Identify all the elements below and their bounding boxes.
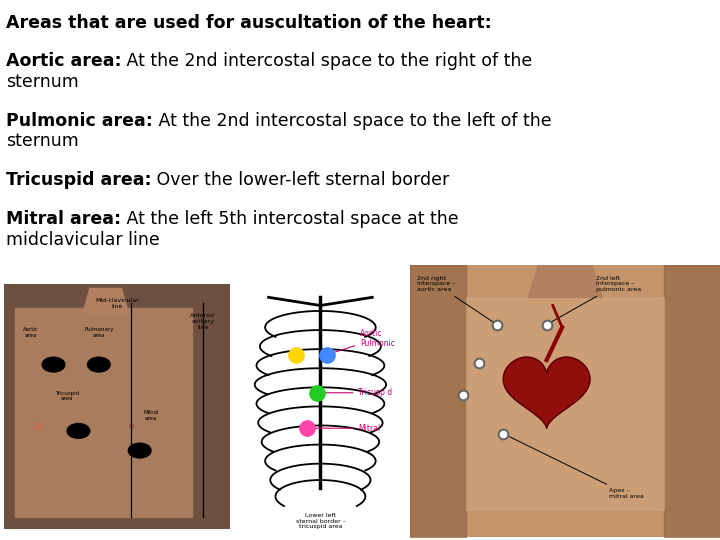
Text: midclavicular line: midclavicular line [6, 231, 160, 248]
Text: At the left 5th intercostal space at the: At the left 5th intercostal space at the [121, 210, 459, 228]
Text: Pulmonary
area: Pulmonary area [84, 327, 114, 338]
Text: 2nd right
interspace –
aortic area: 2nd right interspace – aortic area [417, 275, 495, 323]
Polygon shape [528, 259, 603, 298]
Text: Tricuspid
area: Tricuspid area [55, 390, 79, 401]
Polygon shape [503, 357, 590, 428]
Text: Tricusp d: Tricusp d [320, 388, 392, 397]
Ellipse shape [88, 357, 110, 372]
Text: Areas that are used for auscultation of the heart:: Areas that are used for auscultation of … [6, 14, 492, 31]
Polygon shape [83, 288, 128, 313]
Text: sternum: sternum [6, 73, 78, 91]
Text: Lower left
sternal border –
tricuspid area: Lower left sternal border – tricuspid ar… [295, 513, 346, 529]
Text: Mid-clavicular
line: Mid-clavicular line [95, 298, 139, 309]
Ellipse shape [42, 357, 65, 372]
Text: 2nd left
interspace –
pulmonic area: 2nd left interspace – pulmonic area [549, 275, 642, 323]
Text: Mitral
area: Mitral area [143, 410, 159, 421]
Text: Mitral area:: Mitral area: [6, 210, 121, 228]
Bar [15, 308, 192, 517]
Text: At the 2nd intercostal space to the left of the: At the 2nd intercostal space to the left… [153, 112, 552, 130]
Text: Aortic
Pulmonic: Aortic Pulmonic [330, 328, 395, 354]
Text: Mitral: Mitral [310, 424, 381, 433]
Text: Over the lower-left sternal border: Over the lower-left sternal border [151, 171, 449, 189]
Text: Pulmonic area:: Pulmonic area: [6, 112, 153, 130]
Text: sternum: sternum [6, 132, 78, 150]
Text: At the 2nd intercostal space to the right of the: At the 2nd intercostal space to the righ… [122, 52, 533, 70]
Ellipse shape [128, 443, 151, 458]
Text: Aortic area:: Aortic area: [6, 52, 122, 70]
Bar [466, 298, 665, 510]
Text: Apex –
mitral area: Apex – mitral area [505, 435, 643, 499]
Text: Tricuspid area:: Tricuspid area: [6, 171, 151, 189]
Ellipse shape [67, 423, 90, 438]
Text: Anterior
axillary
line: Anterior axillary line [190, 313, 216, 329]
Text: Aortic
area: Aortic area [23, 327, 39, 338]
